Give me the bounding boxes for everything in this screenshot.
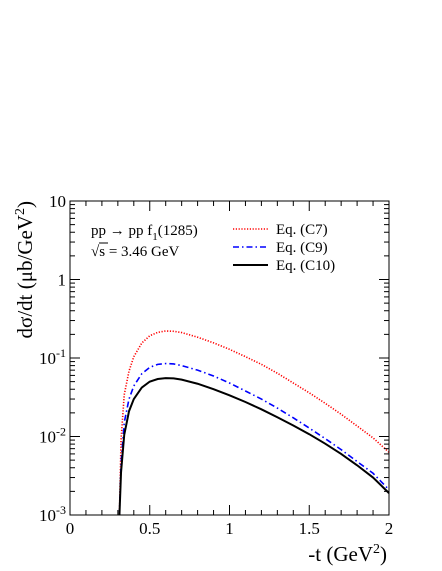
- series-line-2: [118, 362, 390, 516]
- process-subscript: 1: [152, 231, 158, 243]
- y-tick-label: 10: [49, 192, 66, 211]
- x-axis-label: -t (GeV2): [308, 542, 387, 566]
- sqrt-symbol: √: [91, 244, 100, 260]
- series-line-3: [118, 377, 390, 516]
- y-tick-label: 10-3: [39, 503, 66, 525]
- legend-label-1: Eq. (C7): [276, 222, 328, 238]
- y-tick-label: 1: [58, 271, 67, 290]
- y-tick-label: 10-2: [39, 425, 66, 447]
- x-tick-label: 0: [66, 519, 75, 538]
- y-tick-label: 10-1: [39, 346, 66, 368]
- energy-annotation: √s = 3.46 GeV: [91, 244, 180, 260]
- series-line-1: [118, 330, 390, 516]
- legend-label-3: Eq. (C10): [276, 258, 335, 274]
- x-tick-label: 1: [225, 519, 234, 538]
- legend: Eq. (C7) Eq. (C9) Eq. (C10): [233, 222, 335, 274]
- x-tick-label: 1.5: [299, 519, 320, 538]
- curves-layer: [118, 330, 390, 516]
- x-tick-label: 0.5: [139, 519, 160, 538]
- process-annotation: pp → pp f1(1285): [91, 223, 198, 243]
- y-axis-label: dσ/dt (μb/GeV2): [13, 201, 37, 338]
- ticks-layer: 0 0.5 1 1.5 2 10-3 10-2 10-1 1 10: [39, 192, 393, 538]
- x-tick-label: 2: [385, 519, 394, 538]
- legend-label-2: Eq. (C9): [276, 240, 328, 256]
